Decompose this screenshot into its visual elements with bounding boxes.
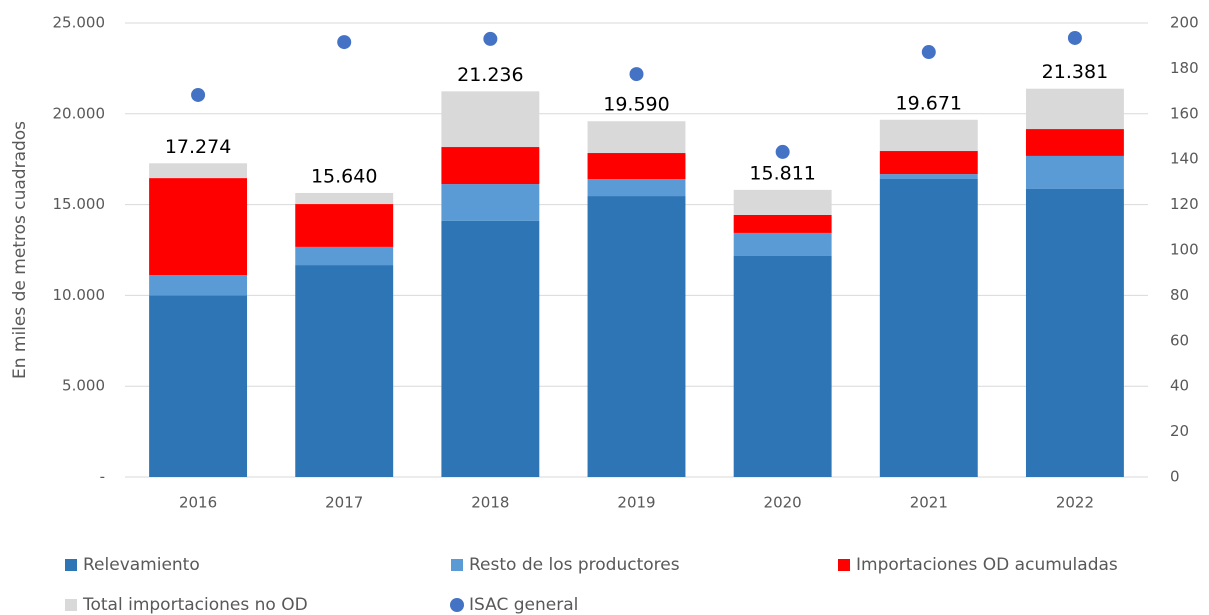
y-axis-label: En miles de metros cuadrados: [10, 121, 30, 379]
x-tick-label: 2016: [179, 494, 217, 512]
bar-segment: [441, 184, 540, 221]
legend-label: ISAC general: [469, 595, 578, 615]
legend-label: Total importaciones no OD: [82, 595, 308, 615]
y-tick-label: 10.000: [53, 286, 106, 304]
bar-segment: [295, 204, 394, 247]
bar-segment: [733, 214, 832, 233]
y2-tick-label: 60: [1170, 331, 1189, 349]
isac-dot: [629, 67, 644, 82]
isac-dot: [483, 31, 498, 46]
y-tick-label: 15.000: [53, 195, 106, 213]
bar-segment: [1025, 129, 1124, 156]
legend-swatch: [65, 559, 77, 571]
x-tick-label: 2019: [617, 494, 655, 512]
y-tick-label: -: [100, 468, 105, 486]
legend-swatch: [451, 559, 463, 571]
bar-segment: [879, 178, 978, 478]
legend-label: Importaciones OD acumuladas: [856, 555, 1118, 575]
legend-swatch: [838, 559, 850, 571]
bar-segment: [441, 91, 540, 148]
y2-tick-label: 200: [1170, 14, 1199, 32]
bar-segment: [295, 265, 394, 477]
x-tick-label: 2017: [325, 494, 363, 512]
y-tick-label: 20.000: [53, 104, 106, 122]
bar-segment: [295, 246, 394, 266]
bar-segment: [879, 151, 978, 175]
bar-segment: [587, 121, 686, 154]
total-label: 21.381: [1042, 61, 1108, 83]
total-label: 15.811: [749, 162, 815, 184]
y2-tick-label: 80: [1170, 286, 1189, 304]
y2-tick-label: 100: [1170, 241, 1199, 259]
y2-tick-label: 40: [1170, 377, 1189, 395]
bar-segment: [1025, 188, 1124, 477]
total-label: 15.640: [311, 165, 377, 187]
isac-dot: [775, 144, 790, 159]
bar-segment: [149, 295, 248, 477]
isac-dot: [921, 45, 936, 60]
total-label: 21.236: [457, 64, 523, 86]
bar-segment: [441, 220, 540, 477]
bar-segment: [149, 275, 248, 296]
isac-dot: [191, 87, 206, 102]
x-tick-label: 2020: [764, 494, 802, 512]
bar-segment: [1025, 155, 1124, 189]
isac-dot: [1067, 30, 1082, 45]
bar-segment: [149, 163, 248, 179]
y2-tick-label: 20: [1170, 422, 1189, 440]
y2-tick-label: 0: [1170, 468, 1180, 486]
bar-segment: [295, 192, 394, 205]
isac-dot: [337, 35, 352, 50]
bar-segment: [733, 232, 832, 256]
bar-segment: [441, 147, 540, 185]
y-tick-label: 5.000: [62, 377, 105, 395]
bar-segment: [733, 255, 832, 477]
bar-segment: [587, 178, 686, 197]
x-tick-label: 2018: [471, 494, 509, 512]
bar-segment: [879, 119, 978, 152]
bar-segment: [587, 153, 686, 179]
legend-label: Resto de los productores: [469, 555, 680, 575]
y-tick-label: 25.000: [53, 14, 106, 32]
bar-segment: [149, 178, 248, 276]
y2-tick-label: 160: [1170, 104, 1199, 122]
y2-tick-label: 120: [1170, 195, 1199, 213]
legend-label: Relevamiento: [83, 555, 200, 575]
legend-swatch: [65, 599, 77, 611]
bar-segment: [733, 189, 832, 215]
y2-tick-label: 180: [1170, 59, 1199, 77]
bar-segment: [1025, 88, 1124, 130]
y2-tick-label: 140: [1170, 150, 1199, 168]
total-label: 19.590: [603, 94, 669, 116]
legend-swatch: [450, 598, 464, 612]
total-label: 17.274: [165, 136, 231, 158]
x-tick-label: 2022: [1056, 494, 1094, 512]
x-tick-label: 2021: [910, 494, 948, 512]
total-label: 19.671: [896, 92, 962, 114]
bar-segment: [879, 174, 978, 179]
bar-segment: [587, 196, 686, 477]
